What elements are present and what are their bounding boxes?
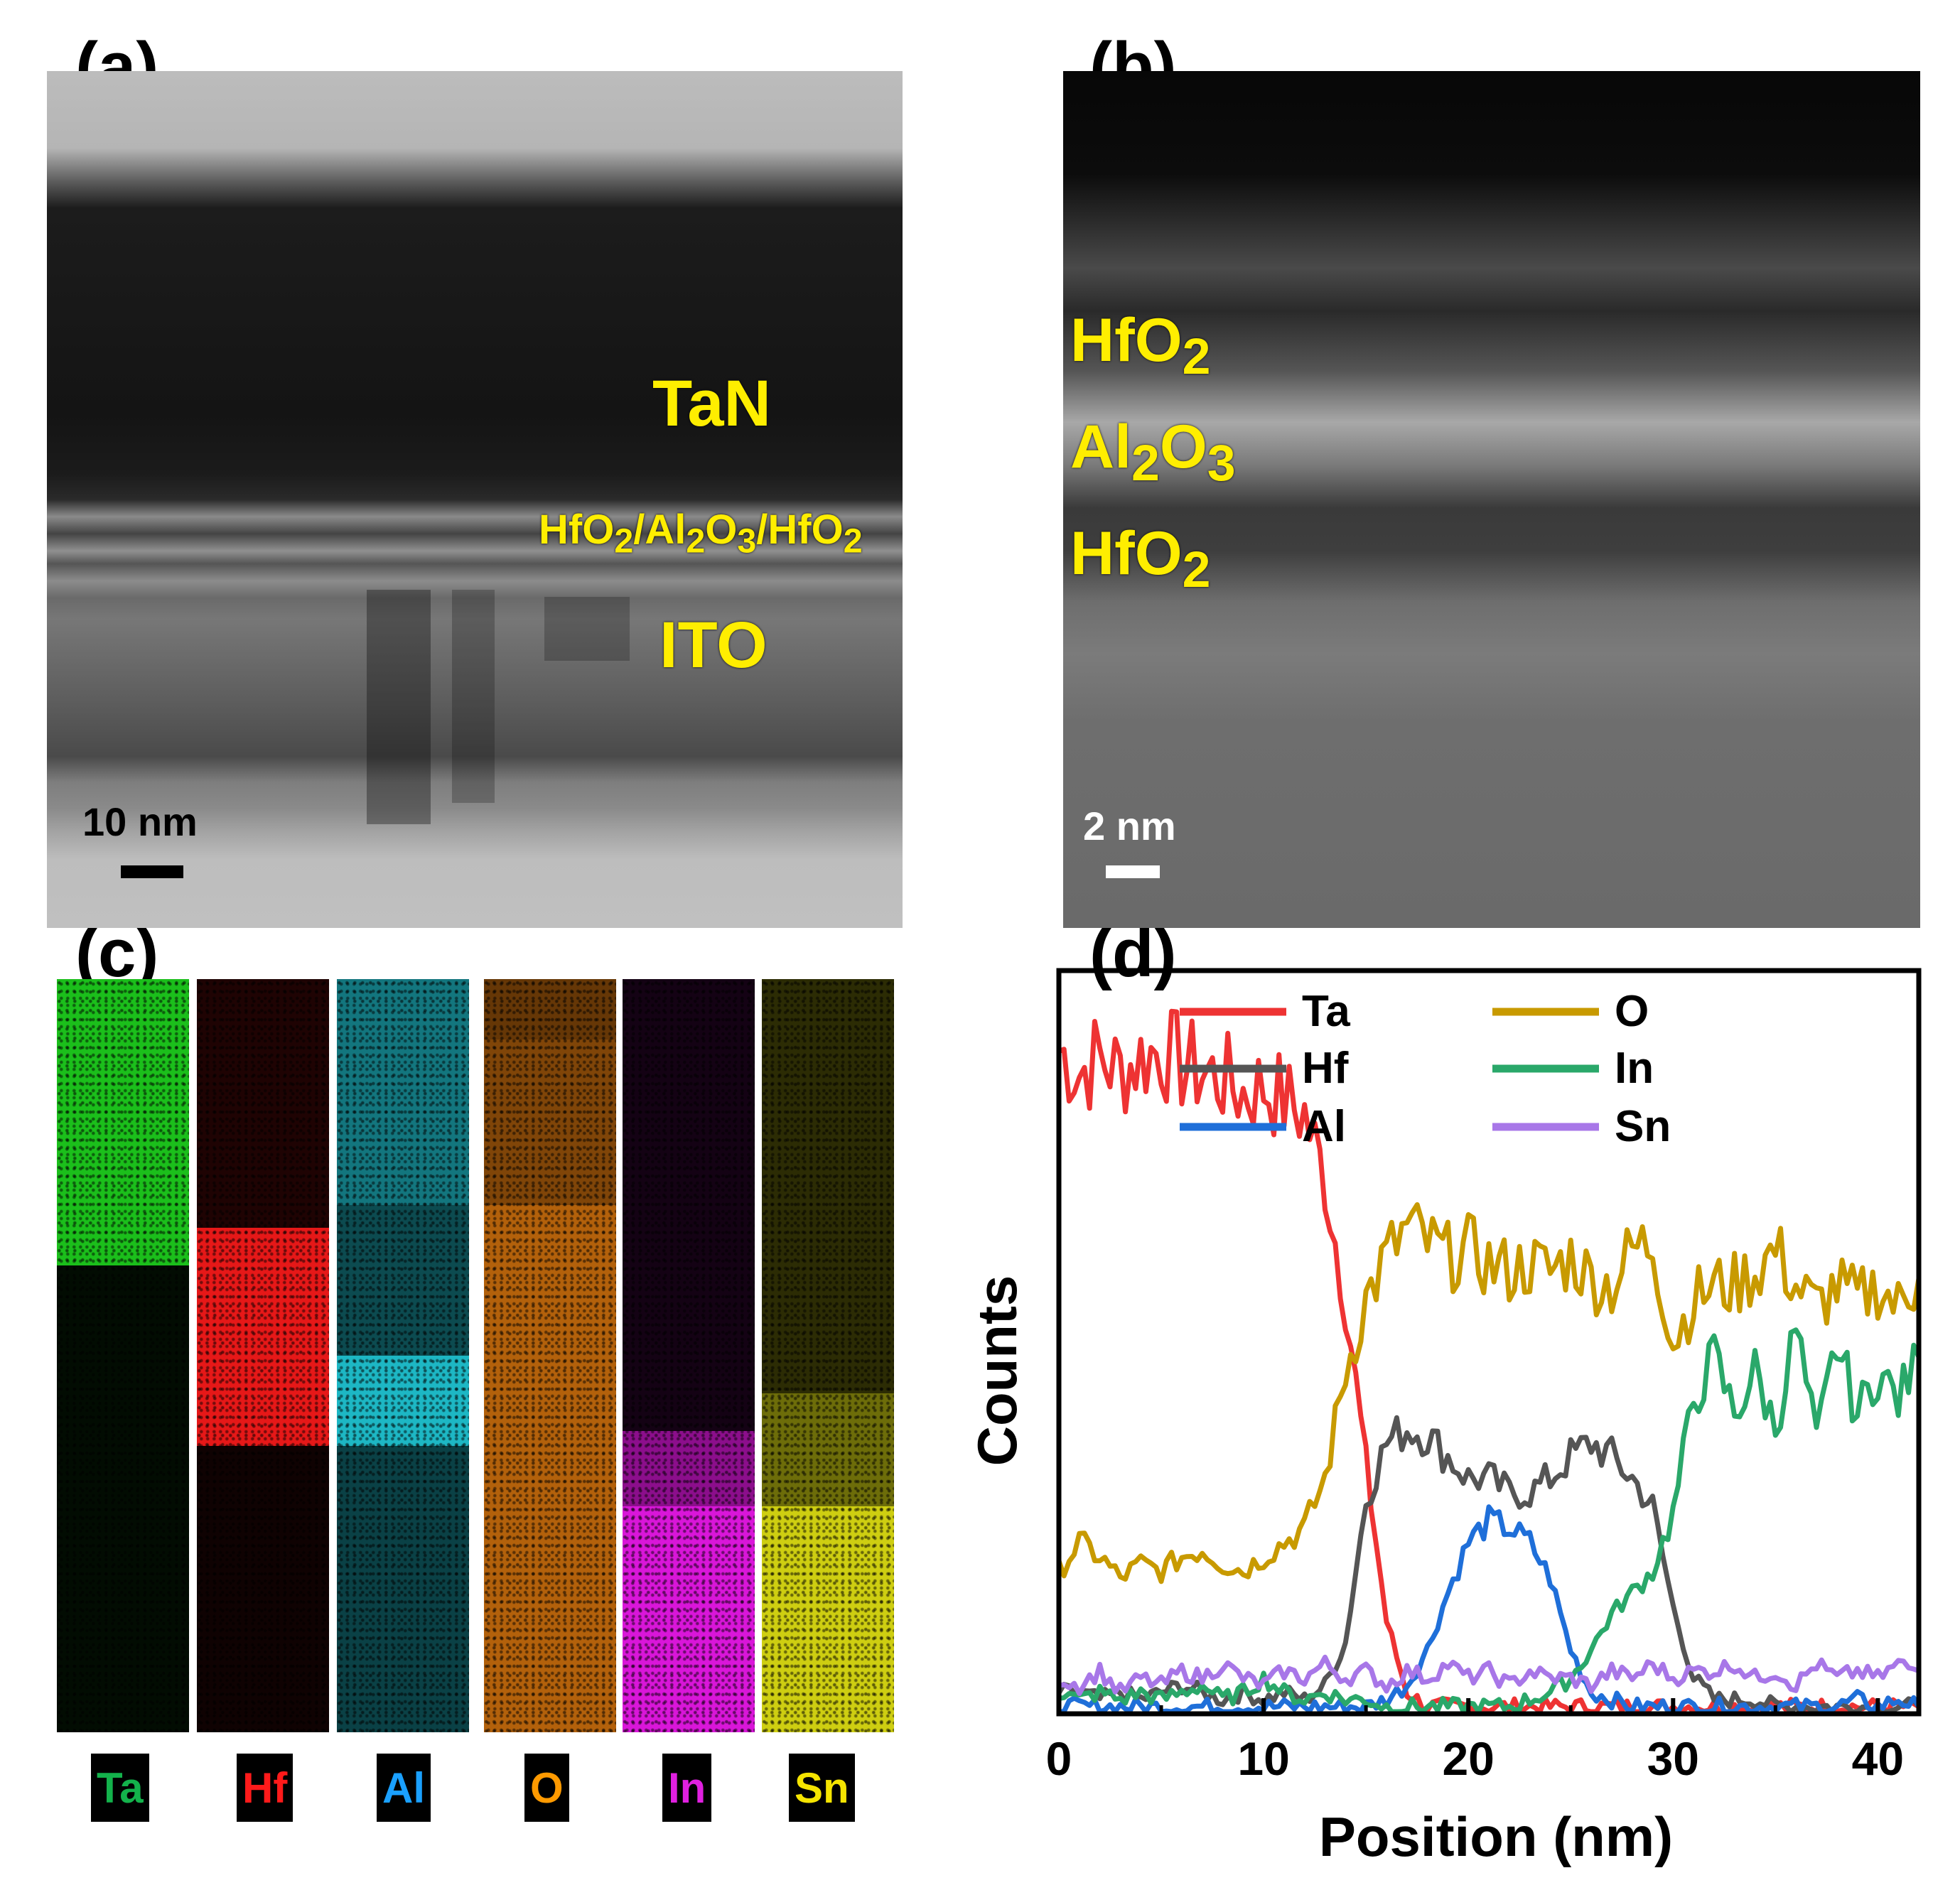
layer-label-dielectric-stack: HfO2/Al2O3/HfO2 (539, 507, 863, 561)
tem-image-b (1063, 71, 1920, 928)
layer-label-hfo2-top: HfO2 (1070, 306, 1211, 386)
tem-image-a (47, 71, 903, 928)
eds-map-in (623, 979, 755, 1732)
eds-map-ta (57, 979, 189, 1732)
scale-bar-a (121, 865, 183, 878)
legend-label-hf: Hf (1302, 1044, 1349, 1093)
x-tick-label-0: 0 (1046, 1732, 1072, 1785)
series-line-o (1056, 1202, 1922, 1584)
eds-map-al (337, 979, 469, 1732)
series-line-in (1058, 1327, 1922, 1714)
legend-label-sn: Sn (1615, 1102, 1671, 1151)
eds-label-al: Al (377, 1754, 431, 1822)
scale-bar-label-b: 2 nm (1083, 804, 1176, 848)
layer-label-al2o3: Al2O3 (1070, 413, 1236, 492)
layer-label-hfo2-bottom: HfO2 (1070, 519, 1211, 599)
eds-map-o (484, 979, 616, 1732)
x-tick-label-40: 40 (1852, 1732, 1904, 1785)
plot-frame (1056, 968, 1922, 1717)
x-axis-label: Position (nm) (1319, 1805, 1673, 1868)
series-line-sn (1058, 1654, 1920, 1697)
eds-label-in: In (662, 1754, 712, 1822)
eds-map-sn (762, 979, 894, 1732)
x-tick-label-30: 30 (1647, 1732, 1699, 1785)
legend-label-o: O (1615, 987, 1649, 1036)
scale-bar-label-a: 10 nm (82, 799, 198, 844)
x-tick-label-20: 20 (1442, 1732, 1494, 1785)
eds-map-hf (197, 979, 329, 1732)
scale-bar-b (1106, 865, 1160, 878)
legend-label-al: Al (1302, 1102, 1346, 1151)
x-tick-label-10: 10 (1237, 1732, 1289, 1785)
panel-label-d: (d) (1077, 917, 1190, 993)
legend-label-ta: Ta (1302, 987, 1350, 1036)
eds-label-hf: Hf (237, 1754, 294, 1822)
eds-label-sn: Sn (789, 1754, 855, 1822)
eds-label-o: O (524, 1754, 569, 1822)
layer-label-ito: ITO (659, 609, 768, 681)
legend-label-in: In (1615, 1044, 1654, 1093)
layer-label-tan: TaN (652, 367, 771, 440)
line-profile-chart: 0 10 20 30 40 Position (nm) Counts Ta Hf Al O In Sn (966, 968, 1922, 1868)
eds-label-ta: Ta (91, 1754, 149, 1822)
y-axis-label: Counts (966, 1275, 1028, 1467)
